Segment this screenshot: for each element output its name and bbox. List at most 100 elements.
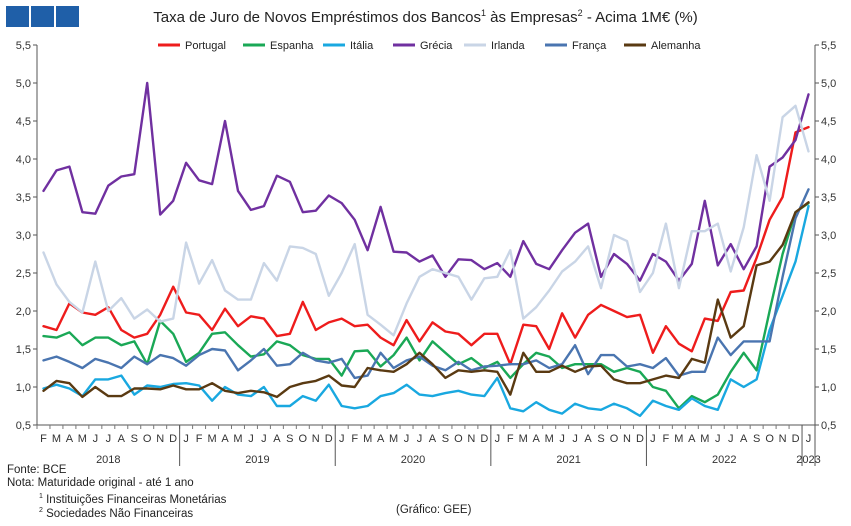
x-tick-label: N xyxy=(623,433,631,445)
y-tick-label: 5,0 xyxy=(16,78,31,90)
x-tick-label: A xyxy=(429,433,437,445)
y-tick-label: 2,0 xyxy=(16,306,31,318)
x-tick-label: J xyxy=(572,433,578,445)
y-tick-label-right: 2,0 xyxy=(821,306,836,318)
y-tick-label-right: 3,0 xyxy=(821,230,836,242)
series-line-espanha xyxy=(42,201,810,410)
x-tick-label: J xyxy=(106,433,112,445)
x-tick-label: J xyxy=(339,433,345,445)
x-tick-label: D xyxy=(169,433,177,445)
series-line-grécia xyxy=(42,81,810,282)
y-tick-label: 4,0 xyxy=(16,154,31,166)
x-tick-label: A xyxy=(221,433,229,445)
chart-title: Taxa de Juro de Novos Empréstimos dos Ba… xyxy=(153,8,698,26)
x-tick-label: D xyxy=(636,433,644,445)
x-tick-label: O xyxy=(610,433,619,445)
x-tick-label: F xyxy=(507,433,514,445)
x-tick-label: O xyxy=(454,433,463,445)
chart-axes: 0,5 0,5 1,0 1,0 1,5 1,5 2,0 2,0 2,5 2,5 3,0 3,0 3,5 3… xyxy=(16,40,836,466)
footer-note-1: 1 Instituições Financeiras Monetárias xyxy=(39,493,227,506)
chart-legend: Portugal Espanha Itália Grécia Irlanda França… xyxy=(158,40,701,52)
legend-label-portugal: Portugal xyxy=(185,40,226,52)
x-tick-label: D xyxy=(480,433,488,445)
gee-logo xyxy=(6,6,79,27)
x-tick-label: F xyxy=(663,433,670,445)
x-tick-label: A xyxy=(688,433,696,445)
x-tick-label: F xyxy=(40,433,47,445)
x-tick-label: N xyxy=(467,433,475,445)
x-tick-label: S xyxy=(286,433,293,445)
legend-label-irlanda: Irlanda xyxy=(491,40,526,52)
year-label: 2018 xyxy=(96,454,120,466)
footer-note: Nota: Maturidade original - até 1 ano xyxy=(7,477,194,489)
legend-label-alemanha: Alemanha xyxy=(651,40,701,52)
legend-label-itália: Itália xyxy=(350,40,374,52)
x-tick-label: J xyxy=(728,433,734,445)
x-tick-label: M xyxy=(207,433,216,445)
series-line-itália xyxy=(42,204,810,418)
y-tick-label-right: 4,5 xyxy=(821,116,836,128)
x-tick-label: F xyxy=(351,433,358,445)
y-tick-label-right: 1,5 xyxy=(821,344,836,356)
y-tick-label-right: 5,5 xyxy=(821,40,836,52)
x-tick-label: A xyxy=(377,433,385,445)
x-tick-label: F xyxy=(196,433,203,445)
year-label: 2021 xyxy=(556,454,580,466)
x-tick-label: S xyxy=(597,433,604,445)
x-tick-label: M xyxy=(700,433,709,445)
footer-credit: (Gráfico: GEE) xyxy=(396,504,472,516)
x-tick-label: J xyxy=(404,433,410,445)
x-tick-label: M xyxy=(78,433,87,445)
x-tick-label: D xyxy=(325,433,333,445)
x-tick-label: O xyxy=(143,433,152,445)
x-tick-label: J xyxy=(715,433,721,445)
x-tick-label: O xyxy=(299,433,308,445)
legend-label-espanha: Espanha xyxy=(270,40,314,52)
series-line-alemanha xyxy=(42,201,810,399)
y-tick-label-right: 2,5 xyxy=(821,268,836,280)
x-tick-label: M xyxy=(519,433,528,445)
series-line-irlanda xyxy=(42,104,810,337)
x-tick-label: A xyxy=(533,433,541,445)
x-tick-label: J xyxy=(417,433,423,445)
x-tick-label: M xyxy=(52,433,61,445)
x-tick-label: J xyxy=(183,433,189,445)
x-tick-label: M xyxy=(233,433,242,445)
y-tick-label: 1,0 xyxy=(16,382,31,394)
y-tick-label-right: 0,5 xyxy=(821,420,836,432)
year-label: 2019 xyxy=(245,454,269,466)
legend-label-grécia: Grécia xyxy=(420,40,453,52)
x-tick-label: N xyxy=(779,433,787,445)
x-tick-label: O xyxy=(765,433,774,445)
x-tick-label: S xyxy=(753,433,760,445)
y-tick-label-right: 1,0 xyxy=(821,382,836,394)
x-tick-label: J xyxy=(261,433,267,445)
x-tick-label: A xyxy=(740,433,748,445)
x-tick-label: M xyxy=(389,433,398,445)
x-tick-label: S xyxy=(442,433,449,445)
year-label: 2023 xyxy=(796,454,820,466)
x-tick-label: N xyxy=(156,433,164,445)
x-tick-label: A xyxy=(273,433,281,445)
x-tick-label: M xyxy=(545,433,554,445)
y-tick-label: 0,5 xyxy=(16,420,31,432)
y-tick-label: 5,5 xyxy=(16,40,31,52)
y-tick-label-right: 3,5 xyxy=(821,192,836,204)
x-tick-label: A xyxy=(584,433,592,445)
x-tick-label: M xyxy=(674,433,683,445)
series-line-portugal xyxy=(42,125,810,366)
chart-lines xyxy=(42,81,810,418)
y-tick-label: 3,5 xyxy=(16,192,31,204)
legend-label-frança: França xyxy=(572,40,607,52)
y-tick-label-right: 5,0 xyxy=(821,78,836,90)
x-tick-label: J xyxy=(559,433,565,445)
year-label: 2022 xyxy=(712,454,736,466)
x-tick-label: J xyxy=(93,433,99,445)
x-tick-label: N xyxy=(312,433,320,445)
x-tick-label: J xyxy=(650,433,656,445)
y-tick-label: 1,5 xyxy=(16,344,31,356)
y-tick-label: 2,5 xyxy=(16,268,31,280)
footer-note-2: 2 Sociedades Não Financeiras xyxy=(39,507,194,520)
footer-source: Fonte: BCE xyxy=(7,464,67,476)
